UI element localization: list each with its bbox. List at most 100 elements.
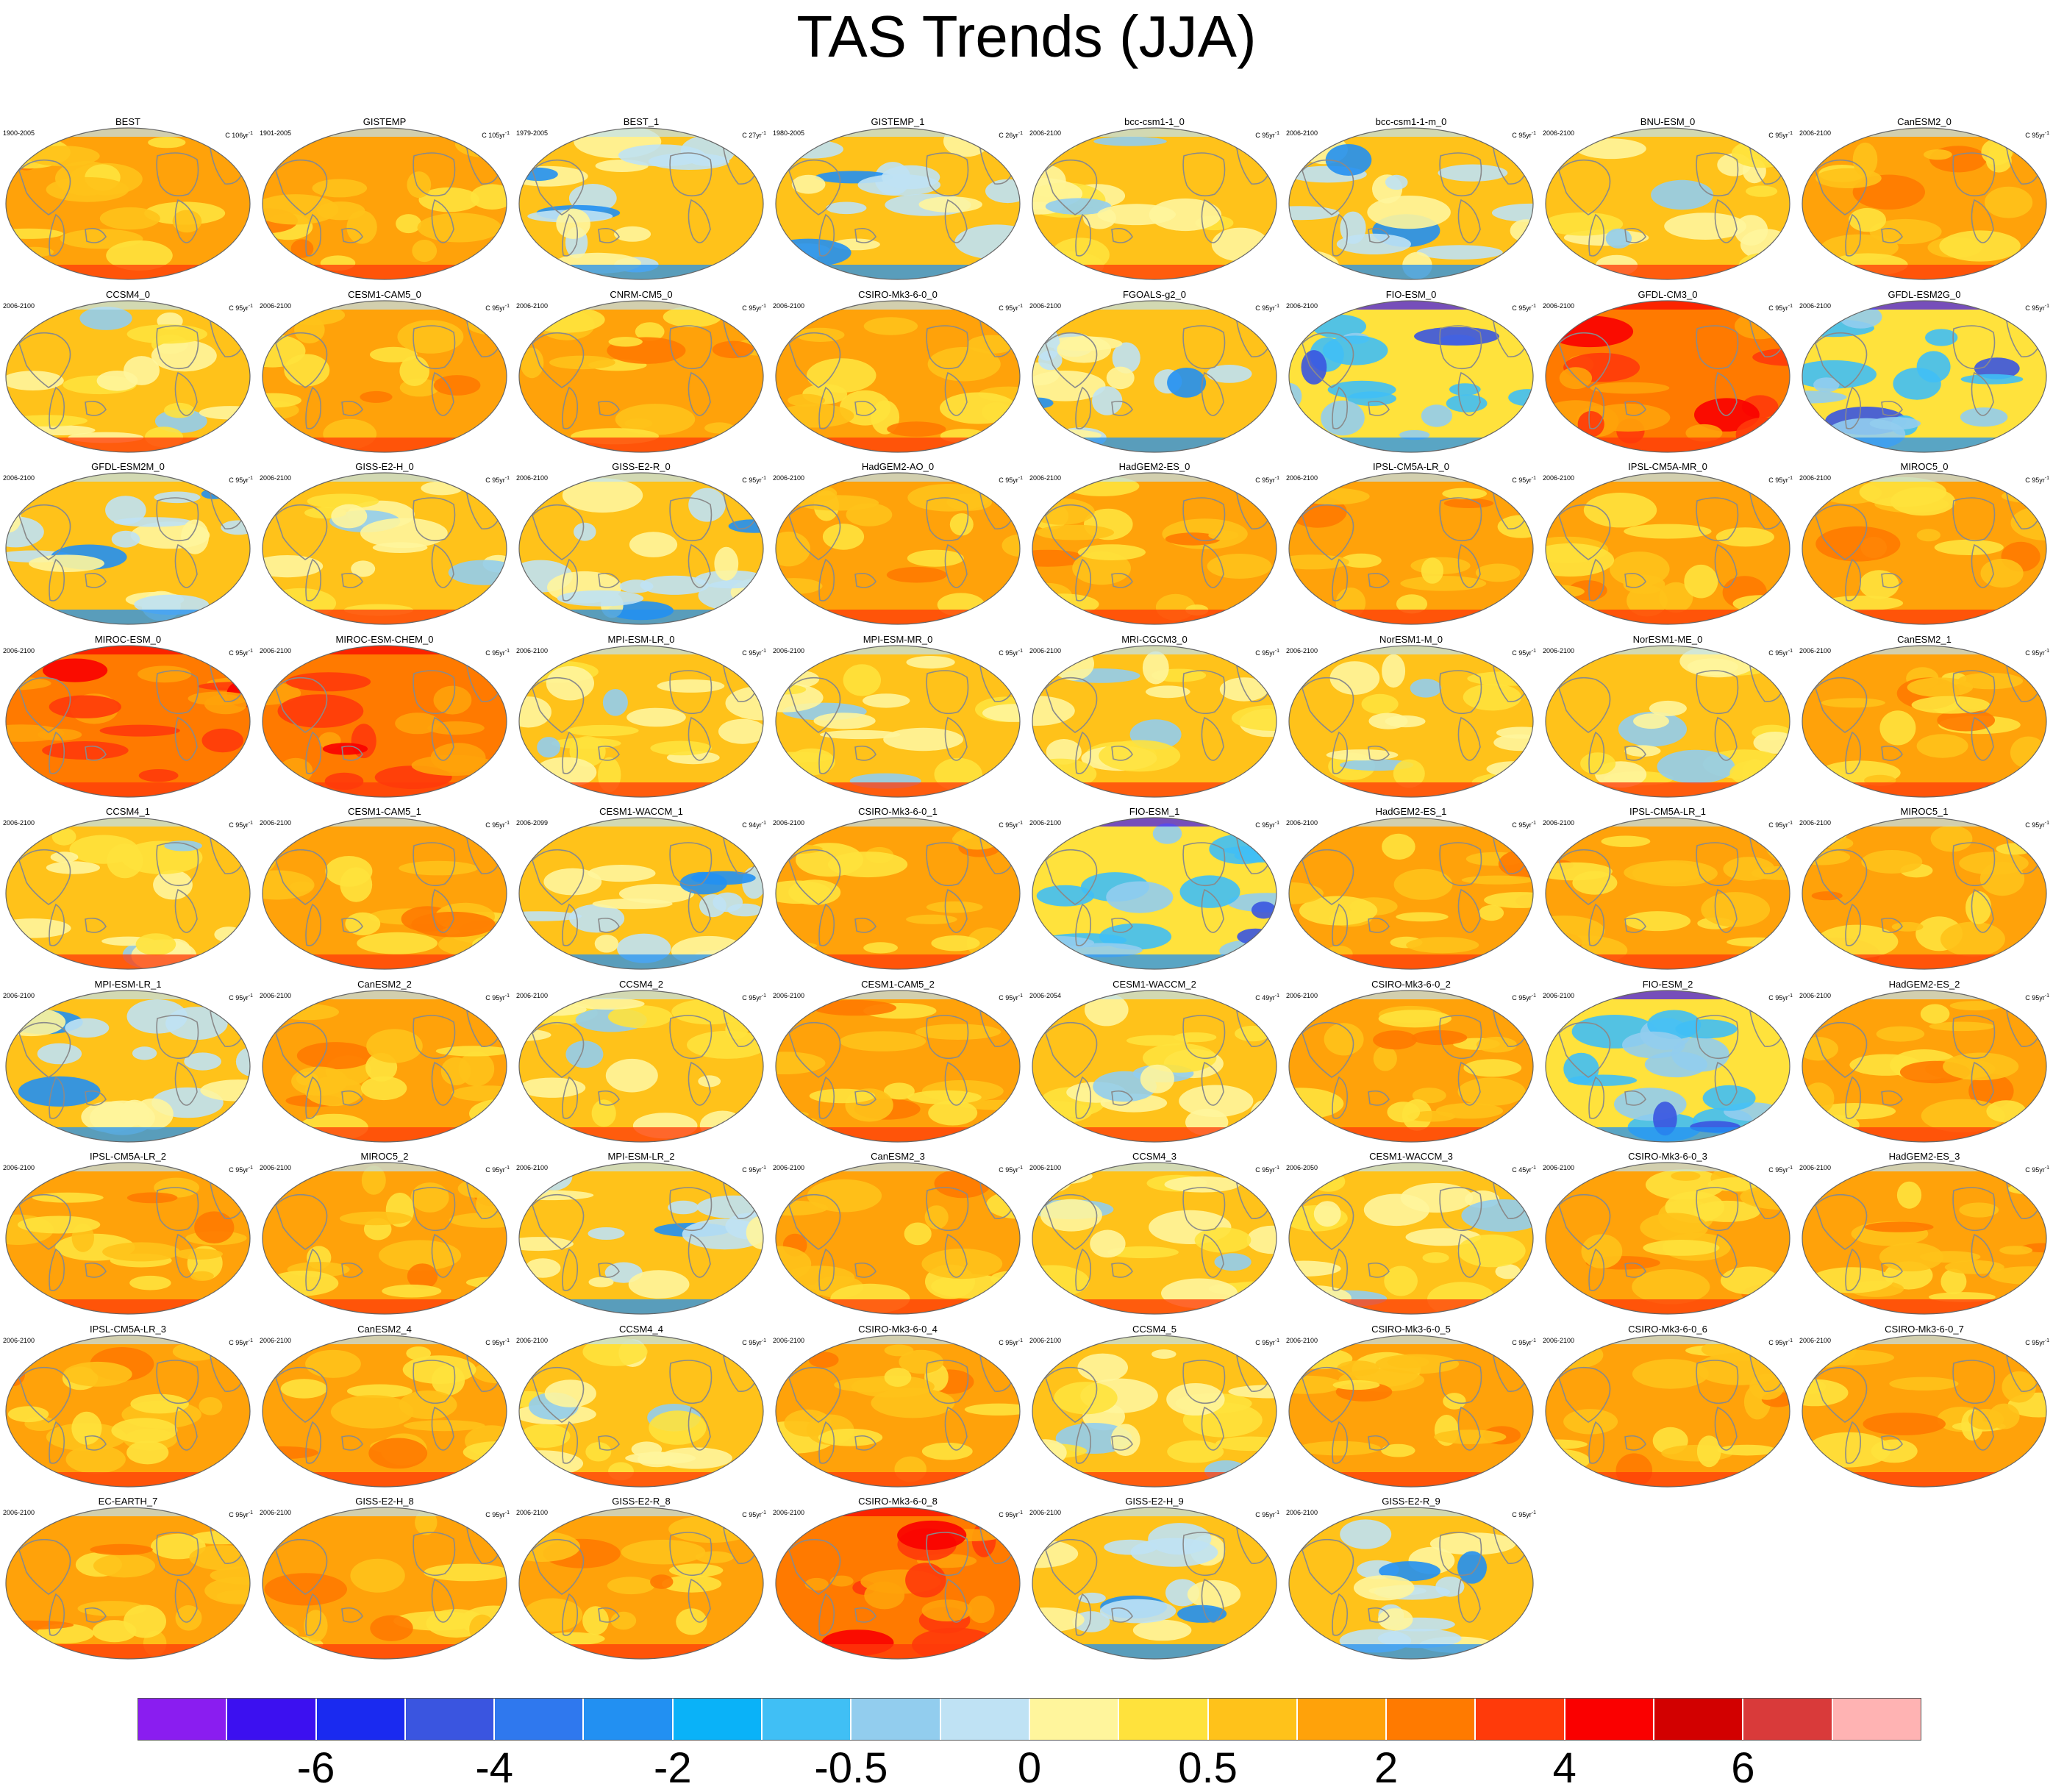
coastline	[305, 903, 322, 946]
coastline	[1111, 917, 1133, 933]
trend-patch	[458, 1051, 495, 1086]
southern-ocean-band	[1802, 265, 2046, 279]
trend-units-text: C 95yr	[1255, 1511, 1275, 1518]
trend-patch	[1624, 524, 1712, 539]
coastline	[1439, 669, 1482, 714]
trend-patch	[1422, 1252, 1449, 1263]
colorbar-tick-label: -2	[654, 1744, 692, 1792]
colorbar-box	[1118, 1698, 1208, 1741]
coastline	[413, 1187, 456, 1232]
southern-ocean-band	[6, 1299, 250, 1314]
trend-patch	[1078, 1592, 1106, 1604]
trend-patch	[111, 1417, 178, 1443]
coastline	[49, 1421, 65, 1464]
trend-patch	[1633, 713, 1669, 729]
trend-units-exponent: -1	[761, 303, 766, 309]
trend-patch	[1381, 1443, 1415, 1457]
coastline	[49, 1593, 65, 1636]
southern-ocean-band	[1032, 265, 1277, 279]
southern-ocean-band	[6, 1471, 250, 1487]
map-panel: HadGEM2-ES_1 2006-2100 C 95yr-1	[1283, 806, 1539, 974]
map-panel: BEST_1 1979-2005 C 27yr-1	[513, 116, 769, 284]
trend-patch	[668, 1200, 699, 1215]
coastline	[688, 199, 711, 243]
coastline	[598, 745, 620, 761]
map-panel: CSIRO-Mk3-6-0_3 2006-2100 C 95yr-1	[1540, 1151, 1796, 1318]
panel-years: 2006-2100	[773, 991, 805, 999]
panel-years: 2006-2100	[1029, 1336, 1062, 1344]
panel-trend-units: C 95yr-1	[999, 647, 1023, 657]
panel-trend-units: C 95yr-1	[2025, 992, 2049, 1002]
coastline	[1624, 1090, 1646, 1106]
trend-patch	[792, 1117, 823, 1135]
trend-patch	[1340, 553, 1382, 568]
map-globe	[1288, 1507, 1534, 1660]
trend-units-exponent: -1	[1274, 993, 1279, 999]
coastline	[1201, 199, 1224, 243]
map-globe	[775, 644, 1021, 798]
trend-patch	[1289, 1375, 1343, 1394]
coastline	[1457, 1233, 1481, 1278]
trend-units-text: C 95yr	[485, 993, 505, 1002]
panel-trend-units: C 95yr-1	[742, 1509, 766, 1519]
coastline	[1201, 371, 1224, 416]
coastline	[598, 400, 620, 416]
trend-patch	[1546, 915, 1605, 946]
colorbar-box	[1207, 1698, 1297, 1741]
trend-units-exponent: -1	[761, 993, 766, 999]
map-panel: bcc-csm1-1_0 2006-2100 C 95yr-1	[1026, 116, 1282, 284]
coastline	[174, 1578, 198, 1623]
trend-patch	[346, 1384, 413, 1398]
trend-patch	[1289, 1260, 1341, 1277]
trend-patch	[1889, 1377, 1959, 1391]
trend-patch	[263, 870, 315, 900]
trend-patch	[1378, 1608, 1413, 1631]
trend-patch	[826, 201, 867, 215]
trend-units-text: C 95yr	[485, 304, 505, 312]
trend-patch	[618, 144, 706, 167]
trend-patch	[277, 693, 364, 728]
coastline	[1624, 1262, 1646, 1278]
map-globe	[775, 1507, 1021, 1660]
map-globe	[5, 472, 251, 625]
trend-patch	[635, 321, 665, 341]
coastline	[1201, 1578, 1224, 1623]
panel-model-name: FIO-ESM_1	[1129, 806, 1180, 817]
trend-units-exponent: -1	[1788, 648, 1793, 654]
trend-units-text: C 95yr	[999, 476, 1018, 484]
panel-model-name: NorESM1-M_0	[1379, 633, 1443, 645]
globe-outline	[1802, 1334, 2047, 1488]
coastline	[18, 504, 71, 560]
trend-patch	[1988, 1403, 2020, 1429]
trend-patch	[808, 1351, 839, 1368]
map-globe	[775, 1162, 1021, 1315]
map-globe	[1032, 989, 1277, 1143]
panel-trend-units: C 27yr-1	[742, 129, 766, 140]
trend-patch	[537, 736, 560, 757]
coastline	[413, 669, 456, 714]
southern-ocean-band	[1546, 1127, 1790, 1142]
trend-units-exponent: -1	[1531, 648, 1536, 654]
southern-ocean-band	[1802, 1299, 2046, 1314]
map-panel: FIO-ESM_0 2006-2100 C 95yr-1	[1283, 289, 1539, 457]
trend-patch	[1107, 1246, 1179, 1259]
trend-patch	[1921, 1099, 2005, 1132]
colorbar-box	[1654, 1698, 1743, 1741]
globe-outline	[1032, 472, 1277, 625]
trend-units-text: C 95yr	[1768, 1338, 1788, 1346]
trend-patch	[949, 513, 974, 536]
trend-patch	[7, 1405, 49, 1422]
coastline	[1368, 227, 1390, 243]
trend-patch	[1999, 1246, 2033, 1255]
trend-units-text: C 95yr	[1512, 1511, 1532, 1518]
trend-patch	[421, 481, 463, 496]
trend-patch	[263, 137, 300, 147]
trend-patch	[1457, 1234, 1526, 1268]
map-panel: CSIRO-Mk3-6-0_1 2006-2100 C 95yr-1	[770, 806, 1026, 974]
coastline	[532, 159, 585, 215]
coastline	[305, 213, 322, 257]
panel-years: 2006-2100	[1029, 474, 1062, 482]
globe-outline	[1288, 472, 1534, 625]
coastline	[1714, 371, 1738, 416]
panel-trend-units: C 95yr-1	[485, 992, 510, 1002]
